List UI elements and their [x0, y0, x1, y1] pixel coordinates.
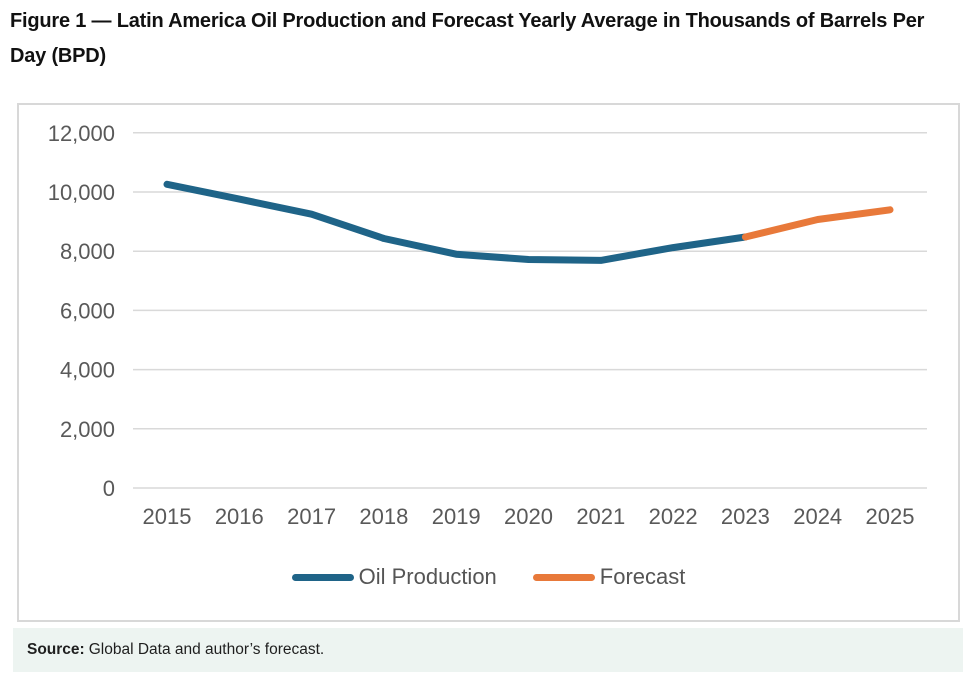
- legend-label-forecast: Forecast: [599, 564, 686, 589]
- x-tick-label: 2015: [143, 504, 192, 529]
- x-tick-label: 2025: [866, 504, 915, 529]
- x-tick-label: 2021: [576, 504, 625, 529]
- figure-title: Figure 1 — Latin America Oil Production …: [10, 10, 925, 67]
- oil-production-line-swatch: [291, 573, 354, 581]
- chart-panel: 0 2,000 4,000 6,000 8,000 10,000 12,000 2015 201…: [17, 103, 960, 622]
- legend-label-oil-production: Oil Production: [358, 564, 497, 589]
- y-tick-label: 2,000: [60, 417, 115, 442]
- y-tick-label: 10,000: [48, 180, 115, 205]
- line-chart: 0 2,000 4,000 6,000 8,000 10,000 12,000 2015 201…: [48, 121, 927, 529]
- series-oil-production: [163, 180, 749, 264]
- y-tick-label: 4,000: [60, 358, 115, 383]
- x-tick-label: 2019: [432, 504, 481, 529]
- source-bar: Source: Global Data and author’s forecas…: [13, 628, 963, 672]
- x-tick-label: 2024: [793, 504, 842, 529]
- source-text: Global Data and author’s forecast.: [88, 641, 325, 658]
- legend-item-forecast: Forecast: [532, 564, 686, 590]
- y-tick-label: 0: [103, 476, 115, 501]
- forecast-line-swatch: [532, 573, 595, 581]
- x-tick-label: 2018: [359, 504, 408, 529]
- x-tick-label: 2023: [721, 504, 770, 529]
- y-tick-label: 6,000: [60, 298, 115, 323]
- series-forecast: [741, 206, 894, 241]
- y-tick-label: 12,000: [48, 121, 115, 146]
- x-tick-label: 2017: [287, 504, 336, 529]
- source-label: Source:: [27, 641, 85, 658]
- legend-item-oil-production: Oil Production: [291, 564, 497, 590]
- x-tick-label: 2022: [649, 504, 698, 529]
- x-tick-label: 2016: [215, 504, 264, 529]
- y-tick-label: 8,000: [60, 239, 115, 264]
- x-tick-label: 2020: [504, 504, 553, 529]
- chart-legend: Oil Production Forecast: [19, 564, 958, 590]
